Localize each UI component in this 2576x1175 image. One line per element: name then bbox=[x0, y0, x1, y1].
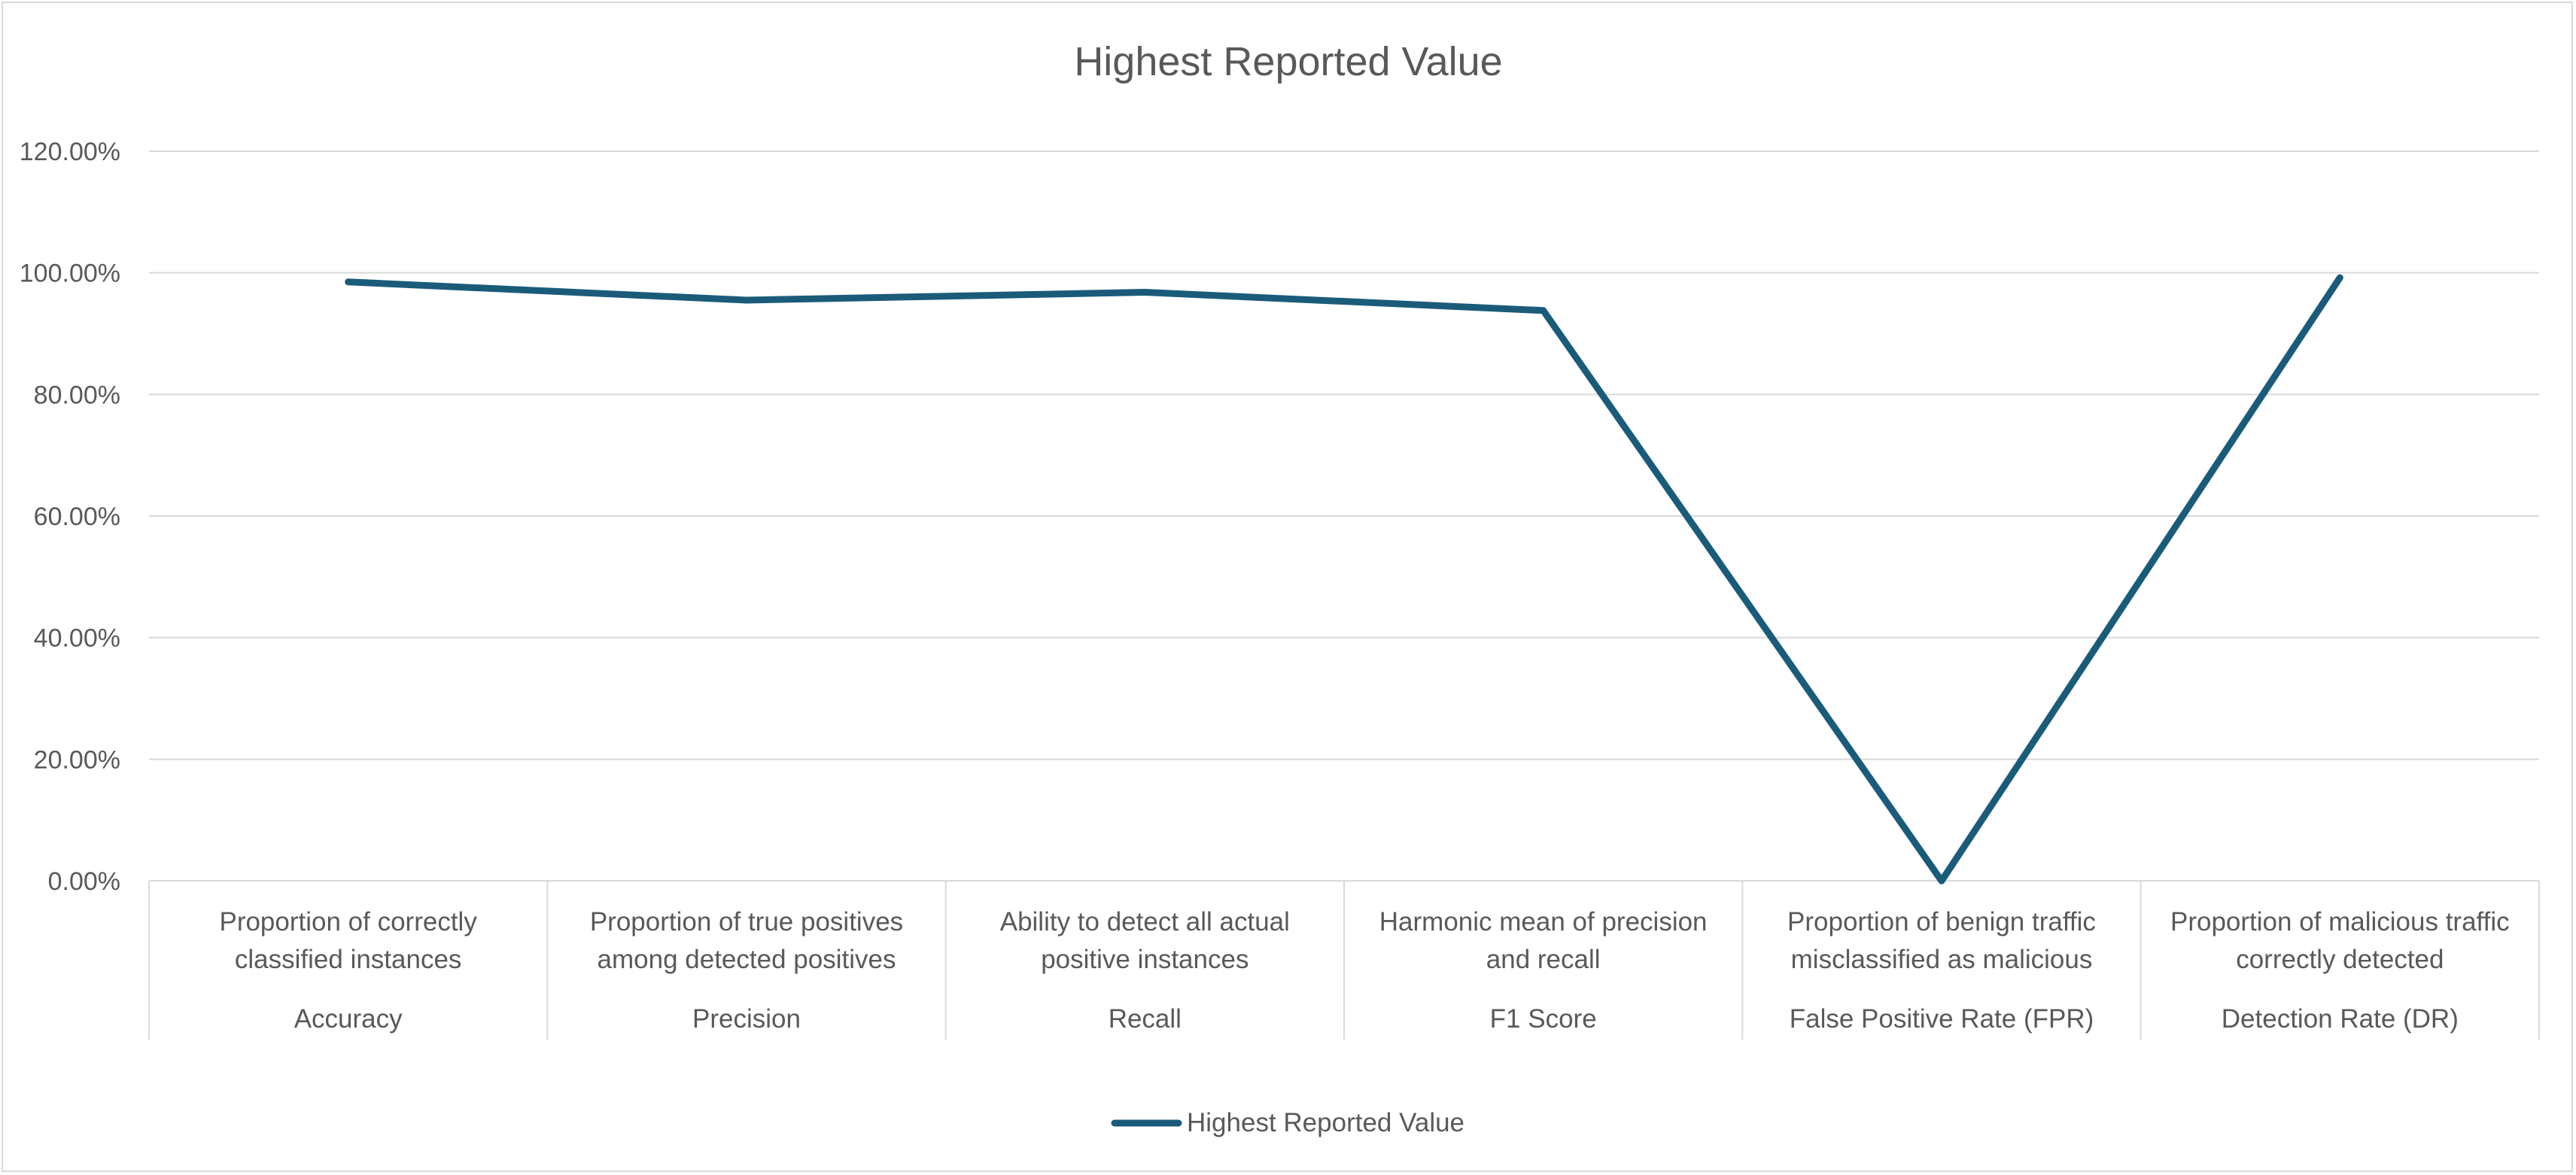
chart-title: Highest Reported Value bbox=[1074, 39, 1502, 84]
x-tick-label-description: Proportion of correctly bbox=[219, 907, 477, 937]
line-chart: Highest Reported Value 0.00% 20.00% 40.00%… bbox=[20, 39, 2540, 1137]
x-tick-label-description: positive instances bbox=[1041, 945, 1248, 974]
y-tick-label: 100.00% bbox=[20, 260, 120, 288]
x-tick-label-description: classified instances bbox=[235, 945, 462, 974]
x-tick-label-description: among detected positives bbox=[598, 945, 896, 974]
y-tick-label: 0.00% bbox=[48, 867, 120, 896]
x-tick-label-description: correctly detected bbox=[2236, 945, 2444, 974]
gridlines bbox=[149, 150, 2539, 761]
x-tick-label-metric: Recall bbox=[1109, 1004, 1182, 1034]
y-axis-tick-labels: 0.00% 20.00% 40.00% 60.00% 80.00% 100.00% 120.… bbox=[20, 138, 120, 896]
y-tick-label: 60.00% bbox=[34, 502, 120, 531]
y-tick-label: 80.00% bbox=[34, 381, 120, 409]
y-tick-label: 120.00% bbox=[20, 138, 120, 166]
x-tick-label-metric: False Positive Rate (FPR) bbox=[1790, 1004, 2094, 1034]
x-tick-label-metric: F1 Score bbox=[1490, 1004, 1597, 1034]
x-tick-label-description: Proportion of benign traffic bbox=[1787, 907, 2096, 937]
series-layer bbox=[345, 274, 2343, 885]
x-tick-label-description: Proportion of true positives bbox=[590, 907, 903, 937]
x-tick-label-description: and recall bbox=[1486, 945, 1601, 974]
y-tick-label: 40.00% bbox=[34, 624, 120, 653]
x-tick-label-metric: Detection Rate (DR) bbox=[2222, 1004, 2459, 1034]
x-tick-label-description: Harmonic mean of precision bbox=[1379, 907, 1708, 937]
x-tick-label-metric: Accuracy bbox=[294, 1004, 403, 1034]
legend: Highest Reported Value bbox=[1111, 1108, 1464, 1137]
y-tick-label: 20.00% bbox=[34, 745, 120, 774]
x-axis: Proportion of correctly classified instan… bbox=[148, 880, 2540, 1040]
legend-label: Highest Reported Value bbox=[1187, 1108, 1464, 1137]
x-tick-label-metric: Precision bbox=[692, 1004, 801, 1034]
series-line bbox=[345, 274, 2343, 885]
x-tick-label-description: Proportion of malicious traffic bbox=[2170, 907, 2510, 937]
x-tick-label-description: misclassified as malicious bbox=[1791, 945, 2093, 974]
x-tick-label-description: Ability to detect all actual bbox=[1000, 907, 1290, 937]
